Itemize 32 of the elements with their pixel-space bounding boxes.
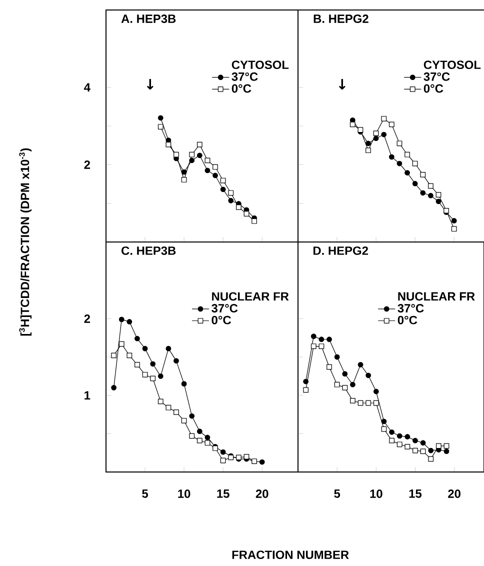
x-axis-title: FRACTION NUMBER (232, 550, 349, 560)
legend-label: 37°C (398, 304, 424, 312)
legend-title: CYTOSOL (232, 60, 289, 70)
chart-title: A. HEP3B (121, 14, 176, 23)
x-tick-label: 10 (370, 490, 382, 498)
legend-label: 0°C (212, 316, 232, 324)
x-tick-label: 15 (409, 490, 422, 498)
y-tick-label: 2 (84, 314, 90, 323)
legend-title: NUCLEAR FR (212, 292, 289, 301)
legend-title: NUCLEAR FR (398, 292, 475, 301)
x-tick-label: 10 (178, 490, 190, 498)
legend-label: 37°C (232, 72, 258, 81)
legend-label: 0°C (398, 316, 418, 324)
x-tick-label: 20 (448, 490, 460, 498)
x-tick-label: 5 (142, 490, 148, 498)
chart-title: D. HEPG2 (313, 246, 368, 255)
y-axis-title: [$^{3}$H]TCDD/FRACTION (DPM x10$^{-3}$) (19, 148, 32, 336)
x-tick-label: 5 (334, 490, 340, 498)
chart-title: B. HEPG2 (314, 14, 368, 23)
annotation: ↓ (146, 78, 154, 90)
x-tick-label: 15 (217, 490, 230, 498)
legend-label: 37°C (424, 72, 450, 81)
annotation: ↓ (338, 78, 346, 90)
legend-title: CYTOSOL (424, 60, 481, 70)
y-tick-label: 2 (84, 160, 90, 169)
chart-title: C. HEP3B (122, 246, 176, 255)
legend-label: 0°C (232, 84, 252, 93)
x-tick-label: 20 (256, 490, 268, 498)
legend-label: 0°C (424, 84, 444, 93)
y-tick-label: 1 (84, 391, 90, 400)
legend-label: 37°C (212, 304, 238, 312)
y-tick-label: 4 (84, 83, 90, 92)
